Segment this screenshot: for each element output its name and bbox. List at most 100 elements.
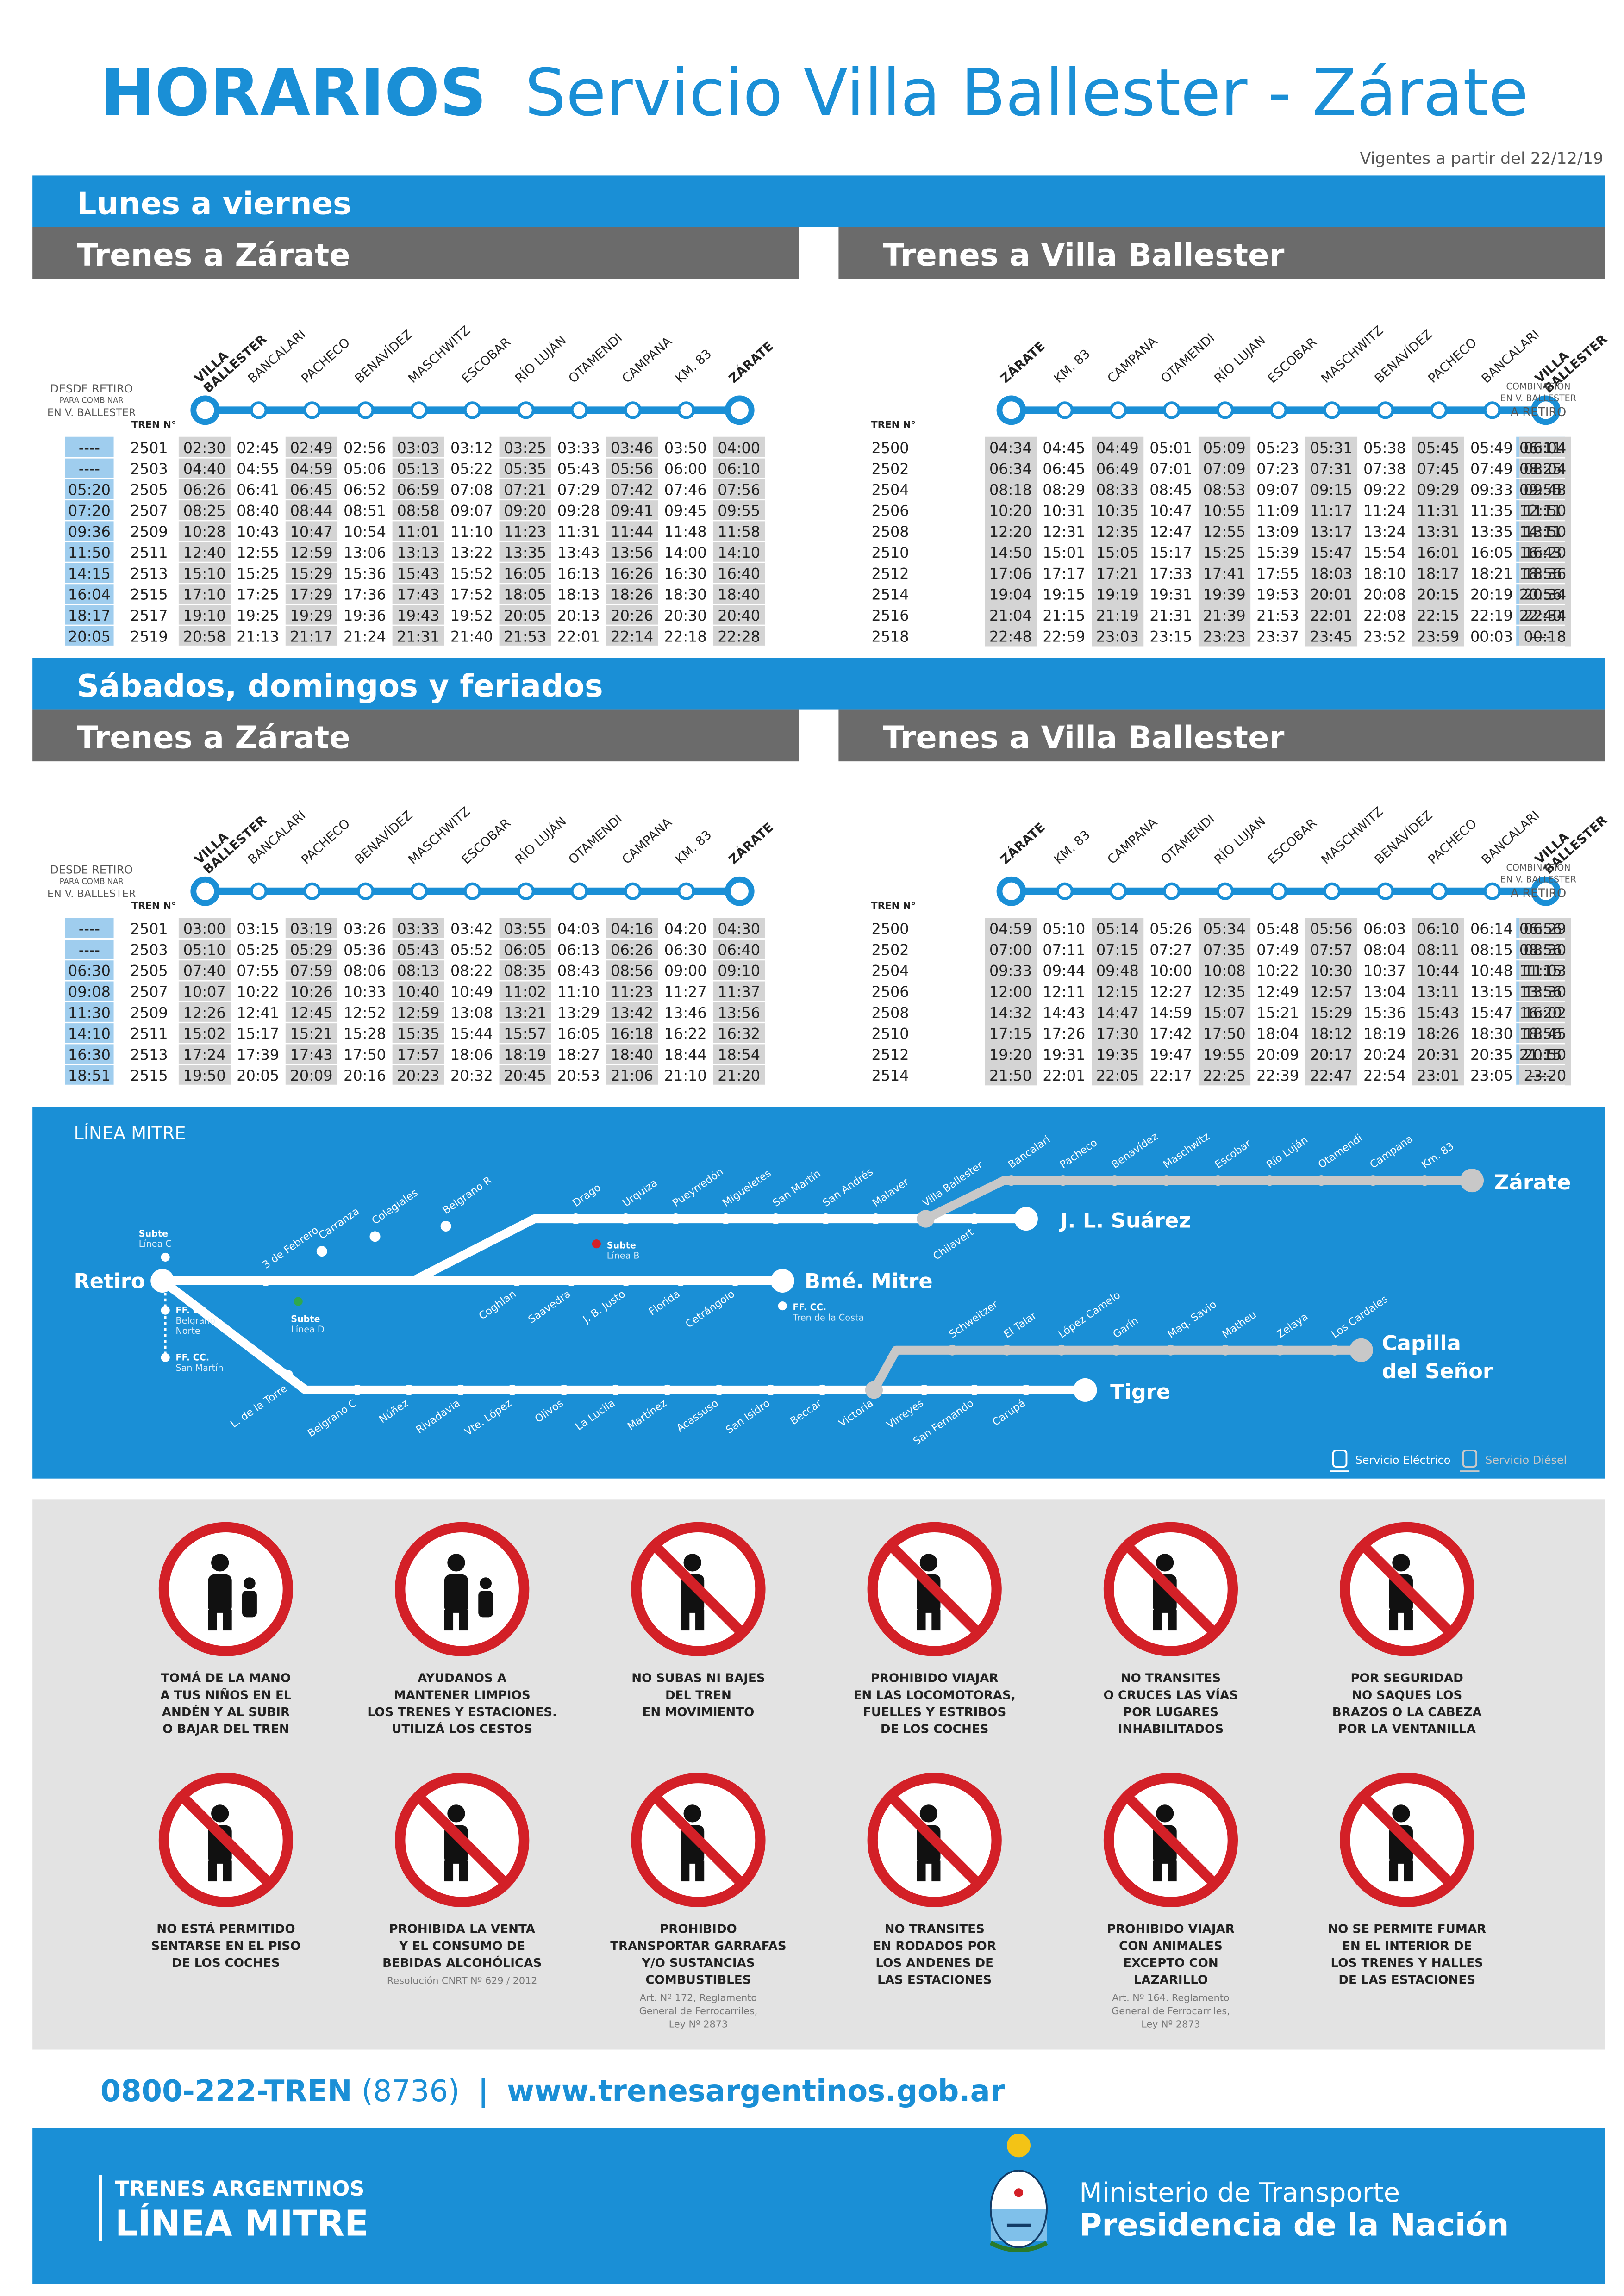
departure-time: 13:11 xyxy=(1417,983,1460,1001)
combination-time: 18:17 xyxy=(68,607,111,624)
departure-time: 10:20 xyxy=(989,502,1032,520)
departure-time: 15:21 xyxy=(290,1025,333,1043)
rule-text: O CRUCES LAS VÍAS xyxy=(1104,1687,1238,1702)
table-row: 18:56 2510 17:15 17:26 17:30 17:42 17:50 18:04 1… xyxy=(871,1025,1566,1045)
phone-number: 0800-222-TREN xyxy=(100,2074,352,2109)
combination-time: 05:20 xyxy=(68,481,111,498)
rule-reference: Ley Nº 2873 xyxy=(1141,2019,1200,2030)
departure-time: 15:01 xyxy=(1043,544,1085,561)
departure-time: 11:58 xyxy=(718,523,760,541)
table-row: 16:20 2508 14:32 14:43 14:47 14:59 15:07 15:21 1… xyxy=(871,1004,1566,1024)
rule-text: LAZARILLO xyxy=(1134,1973,1208,1987)
departure-time: 14:50 xyxy=(989,544,1032,561)
departure-time: 22:17 xyxy=(1149,1067,1192,1084)
train-number: 2506 xyxy=(871,502,909,520)
rule-item: PROHIBIDO VIAJAR EN LAS LOCOMOTORAS, FUELL… xyxy=(854,1522,1016,1736)
departure-time: 06:10 xyxy=(718,460,760,478)
terminal-suarez: J. L. Suárez xyxy=(1059,1209,1191,1233)
terminal-mitre-dot xyxy=(770,1269,794,1293)
departure-time: 23:59 xyxy=(1417,628,1460,645)
departure-time: 04:59 xyxy=(989,920,1032,938)
combination-time: ---- xyxy=(79,460,100,478)
departure-time: 05:43 xyxy=(557,460,600,478)
departure-time: 04:20 xyxy=(664,920,707,938)
departure-time: 03:25 xyxy=(504,439,546,457)
rule-text: AYUDANOS A xyxy=(418,1672,507,1686)
train-number: 2503 xyxy=(131,941,168,958)
station-dot xyxy=(969,1384,980,1395)
departure-time: 12:49 xyxy=(1256,983,1299,1001)
combination-time: ---- xyxy=(79,439,100,457)
stop-dot xyxy=(1216,882,1234,900)
departure-time: 04:00 xyxy=(718,439,760,457)
departure-time: 13:13 xyxy=(397,544,440,561)
departure-time: 12:15 xyxy=(1096,983,1139,1001)
departure-time: 18:26 xyxy=(611,586,653,604)
departure-time: 13:46 xyxy=(664,1004,707,1021)
terminal-retiro: Retiro xyxy=(74,1269,145,1293)
rule-text: EN LAS LOCOMOTORAS, xyxy=(854,1688,1016,1702)
station-dot xyxy=(969,1213,980,1225)
departure-time: 18:27 xyxy=(557,1046,600,1064)
train-number: 2505 xyxy=(131,962,168,980)
departure-time: 18:40 xyxy=(718,586,760,604)
departure-time: 13:42 xyxy=(611,1004,653,1021)
departure-time: 15:36 xyxy=(1363,1004,1406,1021)
coat-of-arms-icon xyxy=(989,2134,1048,2252)
station-dot xyxy=(558,1384,569,1395)
departure-time: 09:41 xyxy=(611,502,653,520)
departure-time: 11:23 xyxy=(611,983,653,1001)
rule-text: LOS TRENES Y ESTACIONES. xyxy=(367,1705,557,1719)
terminal-stop-dot xyxy=(725,395,755,425)
stop-dot xyxy=(1269,882,1287,900)
terminal-stop-dot xyxy=(190,395,220,425)
departure-time: 12:57 xyxy=(1310,983,1353,1001)
stop-dot xyxy=(1430,882,1448,900)
station-dot xyxy=(440,1221,451,1232)
departure-time: 08:22 xyxy=(450,962,493,980)
departure-time: 19:31 xyxy=(1149,586,1192,604)
departure-time: 22:01 xyxy=(557,628,600,645)
station-dot xyxy=(1111,1344,1122,1356)
rule-reference: General de Ferrocarriles, xyxy=(639,2005,758,2016)
rule-text: INHABILITADOS xyxy=(1118,1723,1224,1736)
departure-time: 04:03 xyxy=(557,920,600,938)
departure-time: 15:28 xyxy=(344,1025,386,1043)
rule-item: NO TRANSITES EN RODADOS POR LOS ANDENES DE… xyxy=(867,1773,1002,1987)
departure-time: 17:39 xyxy=(237,1046,279,1064)
departure-time: 13:17 xyxy=(1310,523,1353,541)
para-combinar-label: PARA COMBINAR xyxy=(60,877,124,886)
departure-time: 20:09 xyxy=(1256,1046,1299,1064)
departure-time: 11:31 xyxy=(557,523,600,541)
departure-time: 06:05 xyxy=(504,941,546,958)
departure-time: 07:42 xyxy=(611,481,653,498)
combination-time: 08:25 xyxy=(1519,460,1562,478)
ffcc-costa-name: Tren de la Costa xyxy=(793,1313,864,1323)
stop-dot xyxy=(517,401,535,419)
station-dot xyxy=(870,1213,881,1225)
shaded-column xyxy=(1412,918,1464,1086)
departure-time: 22:54 xyxy=(1363,1067,1406,1084)
departure-time: 20:05 xyxy=(237,1067,279,1084)
departure-time: 10:07 xyxy=(183,983,226,1001)
table-row: 06:11 2500 04:34 04:45 04:49 05:01 05:09 05:23 0… xyxy=(871,439,1566,459)
terminal-bme-mitre: Bmé. Mitre xyxy=(805,1269,933,1293)
departure-time: 20:15 xyxy=(1417,586,1460,604)
station-dot xyxy=(316,1246,327,1257)
table-row: 09:36 2509 10:28 10:43 10:47 10:54 11:01 11:10 1… xyxy=(65,523,765,542)
table-row: 18:17 2517 19:10 19:25 19:29 19:36 19:43 19:52 2… xyxy=(65,607,765,626)
departure-time: 21:31 xyxy=(1149,607,1192,624)
phone-digits: (8736) xyxy=(362,2074,460,2109)
train-number: 2501 xyxy=(131,920,168,938)
rule-text: ANDÉN Y AL SUBIR xyxy=(162,1705,290,1719)
ffcc-belgrano-dot xyxy=(161,1306,170,1315)
departure-time: 18:12 xyxy=(1310,1025,1353,1043)
departure-time: 09:33 xyxy=(989,962,1032,980)
departure-time: 19:25 xyxy=(237,607,279,624)
departure-time: 21:24 xyxy=(344,628,386,645)
ffcc-sanmartin-label: FF. CC. xyxy=(176,1352,210,1363)
station-dot xyxy=(511,1275,522,1286)
floor-sitting-icon xyxy=(158,1773,294,1907)
terminal-stop-dot xyxy=(190,876,220,906)
departure-time: 15:05 xyxy=(1096,544,1139,561)
